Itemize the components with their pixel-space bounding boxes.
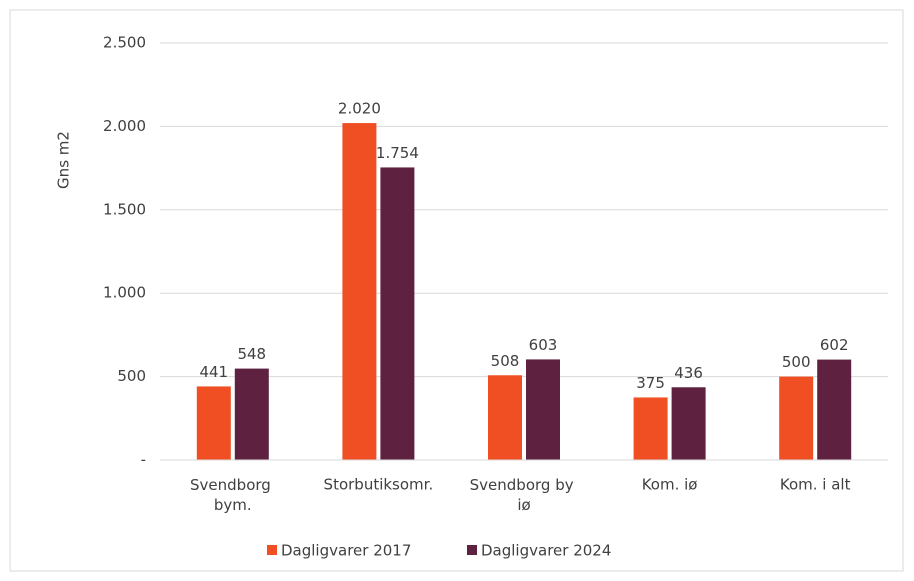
data-label: 436 <box>674 364 703 382</box>
data-label: 602 <box>820 336 849 354</box>
legend-swatch <box>267 545 277 555</box>
legend-swatch <box>467 545 477 555</box>
legend-label: Dagligvarer 2024 <box>481 542 611 560</box>
bar <box>633 397 668 460</box>
bar <box>234 368 269 460</box>
y-tick-label: 2.500 <box>103 34 146 52</box>
x-tick-label: Kom. iø <box>642 476 698 494</box>
data-label: 1.754 <box>376 144 419 162</box>
data-label: 603 <box>529 336 558 354</box>
x-tick-label: Storbutiksomr. <box>324 476 434 494</box>
bar <box>671 387 706 460</box>
x-tick-label: Svendborg by iø <box>470 476 579 514</box>
data-label: 375 <box>636 374 665 392</box>
data-label: 500 <box>782 353 811 371</box>
bar <box>488 375 522 460</box>
bar <box>380 167 415 460</box>
data-label: 441 <box>199 363 228 381</box>
x-tick-label: Svendborg bym. <box>190 476 276 514</box>
data-label: 548 <box>237 345 266 363</box>
bar <box>817 359 852 460</box>
y-tick-label: 1.000 <box>103 284 146 302</box>
legend-label: Dagligvarer 2017 <box>281 542 411 560</box>
data-label: 508 <box>491 352 520 370</box>
y-tick-label: 2.000 <box>103 117 146 135</box>
bar <box>526 359 560 460</box>
y-axis-label: Gns m2 <box>55 131 73 189</box>
bar <box>779 376 814 460</box>
x-tick-label: Kom. i alt <box>780 476 851 494</box>
data-label: 2.020 <box>338 100 381 118</box>
y-tick-label: - <box>141 451 146 469</box>
y-tick-label: 1.500 <box>103 200 146 218</box>
bar <box>342 123 377 461</box>
bar <box>196 386 231 460</box>
chart-border <box>9 9 904 572</box>
y-tick-label: 500 <box>117 367 146 385</box>
